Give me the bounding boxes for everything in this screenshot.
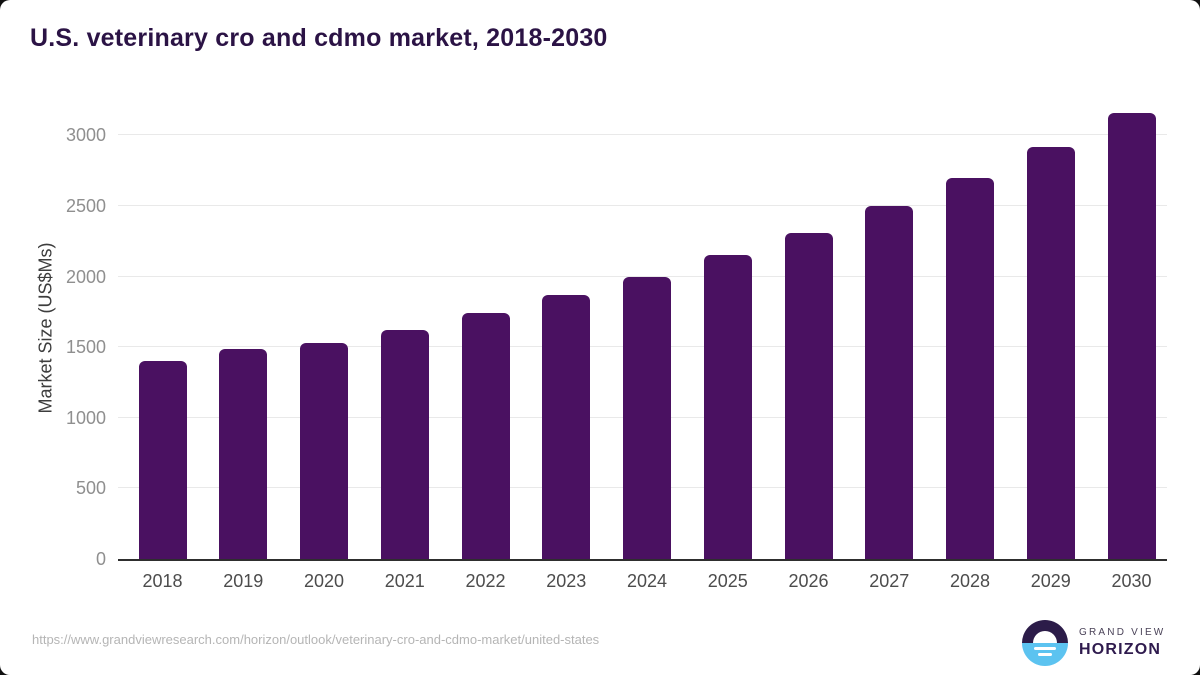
bar-2025 <box>703 255 752 559</box>
plot-area: 0 500 1000 1500 2000 2500 3000 2018 2019 2020 2021… <box>66 100 1167 591</box>
x-tick-label: 2027 <box>869 571 910 591</box>
bar-2028 <box>946 177 994 559</box>
bar-2021 <box>380 330 429 559</box>
x-tick-label: 2030 <box>1111 571 1152 591</box>
y-tick-label: 0 <box>95 549 106 569</box>
bar-2026 <box>784 232 833 559</box>
bar-2030 <box>1107 112 1156 559</box>
x-tick-label: 2020 <box>303 571 345 591</box>
bar-2029 <box>1026 146 1075 559</box>
gridline <box>118 134 1167 136</box>
x-tick-label: 2026 <box>788 571 829 591</box>
x-tick-label: 2018 <box>142 571 183 591</box>
grand-view-horizon-logo: GRAND VIEW HORIZON <box>1022 620 1165 666</box>
logo-line-grand-view: GRAND VIEW <box>1079 627 1166 638</box>
x-tick-label: 2024 <box>626 571 668 591</box>
chart-title: U.S. veterinary cro and cdmo market, 201… <box>30 24 608 52</box>
logo-line-horizon: HORIZON <box>1079 641 1162 658</box>
bar-2019 <box>219 348 268 559</box>
x-tick-label: 2023 <box>546 571 587 591</box>
horizon-sun-icon <box>1022 620 1068 666</box>
gridline <box>118 275 1167 277</box>
y-tick-label: 1500 <box>65 337 106 358</box>
bar-2020 <box>300 342 348 559</box>
x-tick-label: 2029 <box>1030 571 1071 591</box>
x-tick-label: 2025 <box>707 571 748 591</box>
y-tick-label: 1000 <box>65 407 106 428</box>
x-tick-label: 2028 <box>949 571 991 591</box>
x-tick-label: 2022 <box>465 571 506 591</box>
y-tick-label: 500 <box>75 478 106 499</box>
x-tick-label: 2021 <box>384 571 425 591</box>
bar-2018 <box>138 361 187 559</box>
gridline <box>118 204 1167 206</box>
bar-2023 <box>542 294 591 559</box>
x-tick-label: 2019 <box>223 571 264 591</box>
bar-2024 <box>623 276 671 559</box>
source-url: https://www.grandviewresearch.com/horizo… <box>32 632 600 647</box>
logo-text: GRAND VIEW HORIZON <box>1079 627 1165 659</box>
y-tick-label: 2500 <box>65 195 106 216</box>
bar-2022 <box>461 313 510 559</box>
bar-2027 <box>865 205 914 559</box>
y-tick-label: 3000 <box>65 125 106 146</box>
y-tick-label: 2000 <box>65 266 106 287</box>
